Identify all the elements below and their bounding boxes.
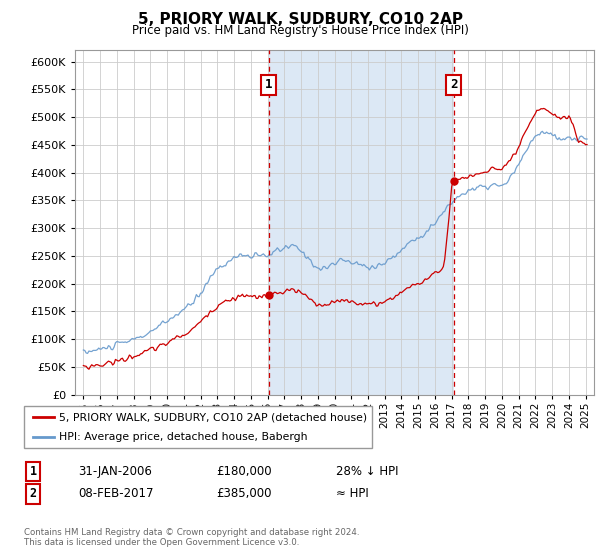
Text: 5, PRIORY WALK, SUDBURY, CO10 2AP (detached house): 5, PRIORY WALK, SUDBURY, CO10 2AP (detac…: [59, 412, 367, 422]
Text: 2: 2: [29, 487, 37, 501]
FancyBboxPatch shape: [24, 406, 372, 448]
Text: 5, PRIORY WALK, SUDBURY, CO10 2AP: 5, PRIORY WALK, SUDBURY, CO10 2AP: [137, 12, 463, 27]
Bar: [269, 50, 454, 395]
Text: Price paid vs. HM Land Registry's House Price Index (HPI): Price paid vs. HM Land Registry's House …: [131, 24, 469, 37]
Text: 28% ↓ HPI: 28% ↓ HPI: [336, 465, 398, 478]
Text: 08-FEB-2017: 08-FEB-2017: [78, 487, 154, 501]
Text: £385,000: £385,000: [216, 487, 271, 501]
Text: 1: 1: [265, 78, 272, 91]
Text: 1: 1: [29, 465, 37, 478]
Text: ≈ HPI: ≈ HPI: [336, 487, 369, 501]
Text: HPI: Average price, detached house, Babergh: HPI: Average price, detached house, Babe…: [59, 432, 307, 442]
Text: £180,000: £180,000: [216, 465, 272, 478]
Text: 2: 2: [450, 78, 457, 91]
Text: 31-JAN-2006: 31-JAN-2006: [78, 465, 152, 478]
Text: Contains HM Land Registry data © Crown copyright and database right 2024.
This d: Contains HM Land Registry data © Crown c…: [24, 528, 359, 547]
